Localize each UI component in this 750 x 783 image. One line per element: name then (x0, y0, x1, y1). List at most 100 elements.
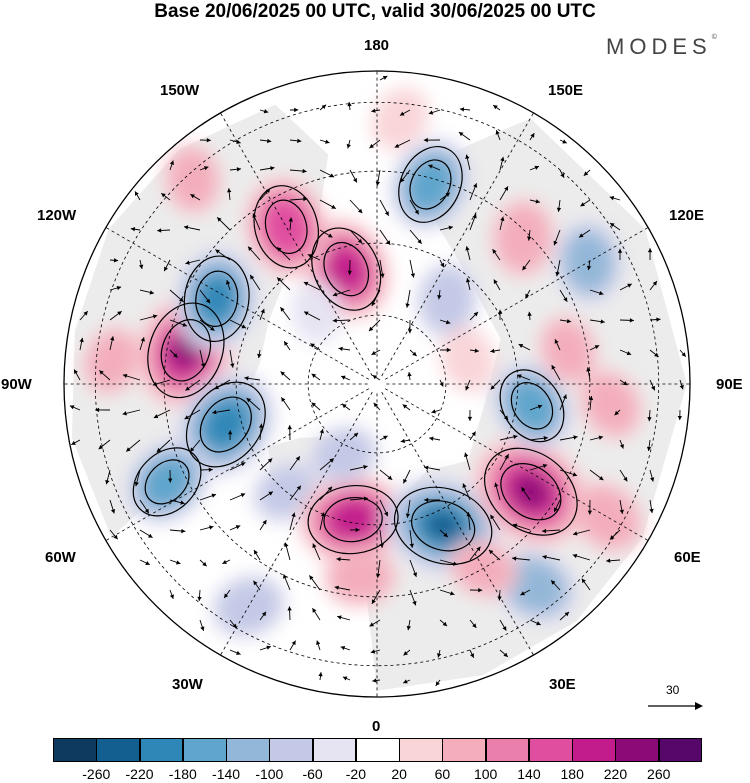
wind-arrow (529, 404, 543, 411)
wind-arrow (428, 164, 441, 171)
wind-arrow (229, 319, 247, 329)
latitude-circle (163, 170, 591, 598)
wind-arrow (319, 486, 333, 501)
wind-arrow (259, 645, 272, 651)
wind-arrow (73, 369, 81, 381)
wind-arrow (253, 549, 261, 561)
latitude-circle (235, 242, 519, 526)
wind-arrow (555, 259, 561, 277)
wind-arrow (589, 469, 604, 481)
wind-arrow (619, 318, 634, 323)
wind-arrow (259, 611, 267, 621)
wind-arrow (307, 254, 321, 261)
height-contour (147, 302, 225, 399)
colorbar-segment (658, 738, 703, 762)
wind-arrow (372, 374, 381, 381)
wind-arrow (319, 428, 324, 441)
wind-arrow (424, 497, 441, 503)
wind-arrow (606, 558, 621, 563)
height-contour (393, 486, 493, 565)
wind-arrow (431, 409, 441, 414)
wind-arrow (619, 283, 632, 291)
wind-arrow (258, 423, 264, 441)
wind-arrow (139, 499, 150, 514)
wind-arrow (257, 349, 262, 359)
colorbar-segment (572, 738, 616, 762)
wind-arrow (407, 372, 412, 381)
wind-arrow (139, 559, 151, 566)
wind-arrow (424, 465, 441, 471)
colorbar-segment (226, 738, 270, 762)
wind-arrow (79, 310, 89, 321)
wind-arrow (409, 589, 417, 606)
height-contour (411, 500, 476, 552)
wind-arrow (512, 556, 531, 561)
wind-arrow (649, 469, 655, 482)
wind-arrow (71, 439, 81, 446)
wind-arrow (349, 432, 359, 441)
wind-arrow (134, 469, 141, 487)
colorbar-tick-label: -140 (212, 766, 241, 782)
wind-arrow (134, 191, 141, 201)
wind-arrow (439, 225, 454, 231)
anomaly-blob (495, 203, 551, 273)
wind-arrow (588, 395, 594, 411)
wind-arrow (152, 379, 171, 387)
wind-arrow (466, 512, 471, 531)
wind-arrow (246, 397, 261, 411)
wind-arrow (199, 349, 206, 368)
colorbar-segment (269, 738, 314, 762)
wind-arrow (499, 409, 509, 421)
wind-arrow (225, 279, 231, 291)
anomaly-blob (508, 380, 556, 432)
wind-arrow (559, 139, 568, 144)
wind-arrow (227, 188, 232, 201)
wind-arrow (169, 319, 188, 327)
reference-vector (648, 702, 703, 710)
wind-arrow (309, 575, 321, 591)
wind-arrow (647, 409, 652, 422)
wind-arrow (259, 491, 274, 501)
wind-arrow (490, 514, 501, 531)
wind-arrow (464, 452, 471, 471)
wind-arrow (399, 109, 411, 116)
wind-arrow (435, 679, 441, 687)
wind-arrow (617, 248, 623, 261)
wind-arrow (407, 319, 413, 334)
wind-arrow (649, 349, 659, 358)
wind-arrow (310, 343, 321, 351)
wind-arrow (156, 439, 171, 453)
lon-label-60w: 60W (45, 549, 76, 566)
colorbar-segment (96, 738, 141, 762)
height-contour (144, 459, 190, 505)
anomaly-blob (440, 327, 495, 393)
wind-arrow (212, 409, 231, 415)
wind-arrow (409, 529, 414, 548)
wind-arrow (184, 409, 201, 420)
wind-arrow (125, 439, 141, 452)
wind-arrow (429, 436, 441, 441)
anomaly-blob (198, 275, 236, 322)
wind-arrow (109, 499, 116, 514)
meridian-line (220, 391, 373, 656)
wind-arrow (79, 337, 84, 351)
wind-arrow (349, 527, 360, 533)
colorbar-tick-label: -60 (302, 766, 323, 782)
colorbar-segment (399, 738, 443, 762)
wind-arrow (379, 259, 385, 278)
logo-mark: © (711, 34, 717, 41)
wind-arrow (227, 430, 233, 441)
wind-arrow (646, 439, 652, 452)
wind-arrow (276, 246, 291, 261)
wind-arrow (527, 311, 532, 321)
wind-arrow (494, 482, 501, 501)
colorbar-segment (615, 738, 660, 762)
lon-label-180: 180 (364, 37, 390, 54)
wind-arrow (332, 289, 351, 297)
height-contour (500, 463, 562, 521)
wind-arrow (229, 349, 235, 368)
wind-arrow (289, 512, 296, 531)
wind-arrow (400, 438, 411, 444)
wind-arrow (280, 371, 291, 381)
